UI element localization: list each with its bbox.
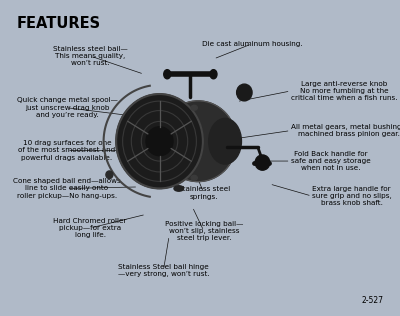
Ellipse shape <box>174 186 184 191</box>
Ellipse shape <box>209 118 242 164</box>
Circle shape <box>191 175 197 180</box>
Ellipse shape <box>146 127 173 156</box>
Text: Quick change metal spool—
just unscrew drag knob
and you’re ready.: Quick change metal spool— just unscrew d… <box>16 98 118 118</box>
Text: Fold Back handle for
safe and easy storage
when not in use.: Fold Back handle for safe and easy stora… <box>291 151 370 171</box>
Circle shape <box>191 105 197 110</box>
Ellipse shape <box>210 70 217 79</box>
Text: Large anti-reverse knob
No more fumbling at the
critical time when a fish runs.: Large anti-reverse knob No more fumbling… <box>291 81 397 101</box>
Text: Stainless Steel bail hinge
—very strong, won’t rust.: Stainless Steel bail hinge —very strong,… <box>118 264 209 277</box>
Ellipse shape <box>106 171 113 179</box>
Text: Extra large handle for
sure grip and no slips,
brass knob shaft.: Extra large handle for sure grip and no … <box>312 186 392 206</box>
Text: 10 drag surfaces for one
of the most smoothest and
powerful drags available.: 10 drag surfaces for one of the most smo… <box>18 140 116 161</box>
Text: Hard Chromed roller
pickup—for extra
long life.: Hard Chromed roller pickup—for extra lon… <box>53 218 127 238</box>
Ellipse shape <box>160 101 237 182</box>
Ellipse shape <box>116 94 203 188</box>
Ellipse shape <box>164 70 171 79</box>
Ellipse shape <box>237 84 252 101</box>
Text: FEATURES: FEATURES <box>17 16 101 31</box>
Text: 2-527: 2-527 <box>361 296 383 305</box>
Text: Stainless steel
springs.: Stainless steel springs. <box>178 186 230 200</box>
Ellipse shape <box>255 155 270 170</box>
Text: All metal gears, metal bushings,
machined brass pinion gear.: All metal gears, metal bushings, machine… <box>291 124 400 137</box>
Text: Die cast aluminum housing.: Die cast aluminum housing. <box>202 41 302 47</box>
Text: Stainless steel bail—
This means quality,
won’t rust.: Stainless steel bail— This means quality… <box>53 46 128 66</box>
Text: Positive locking bail—
won’t slip, stainless
steel trip lever.: Positive locking bail— won’t slip, stain… <box>165 221 243 241</box>
Text: Cone shaped bail end—allows
line to slide easily onto
roller pickup—No hang-ups.: Cone shaped bail end—allows line to slid… <box>13 178 121 199</box>
